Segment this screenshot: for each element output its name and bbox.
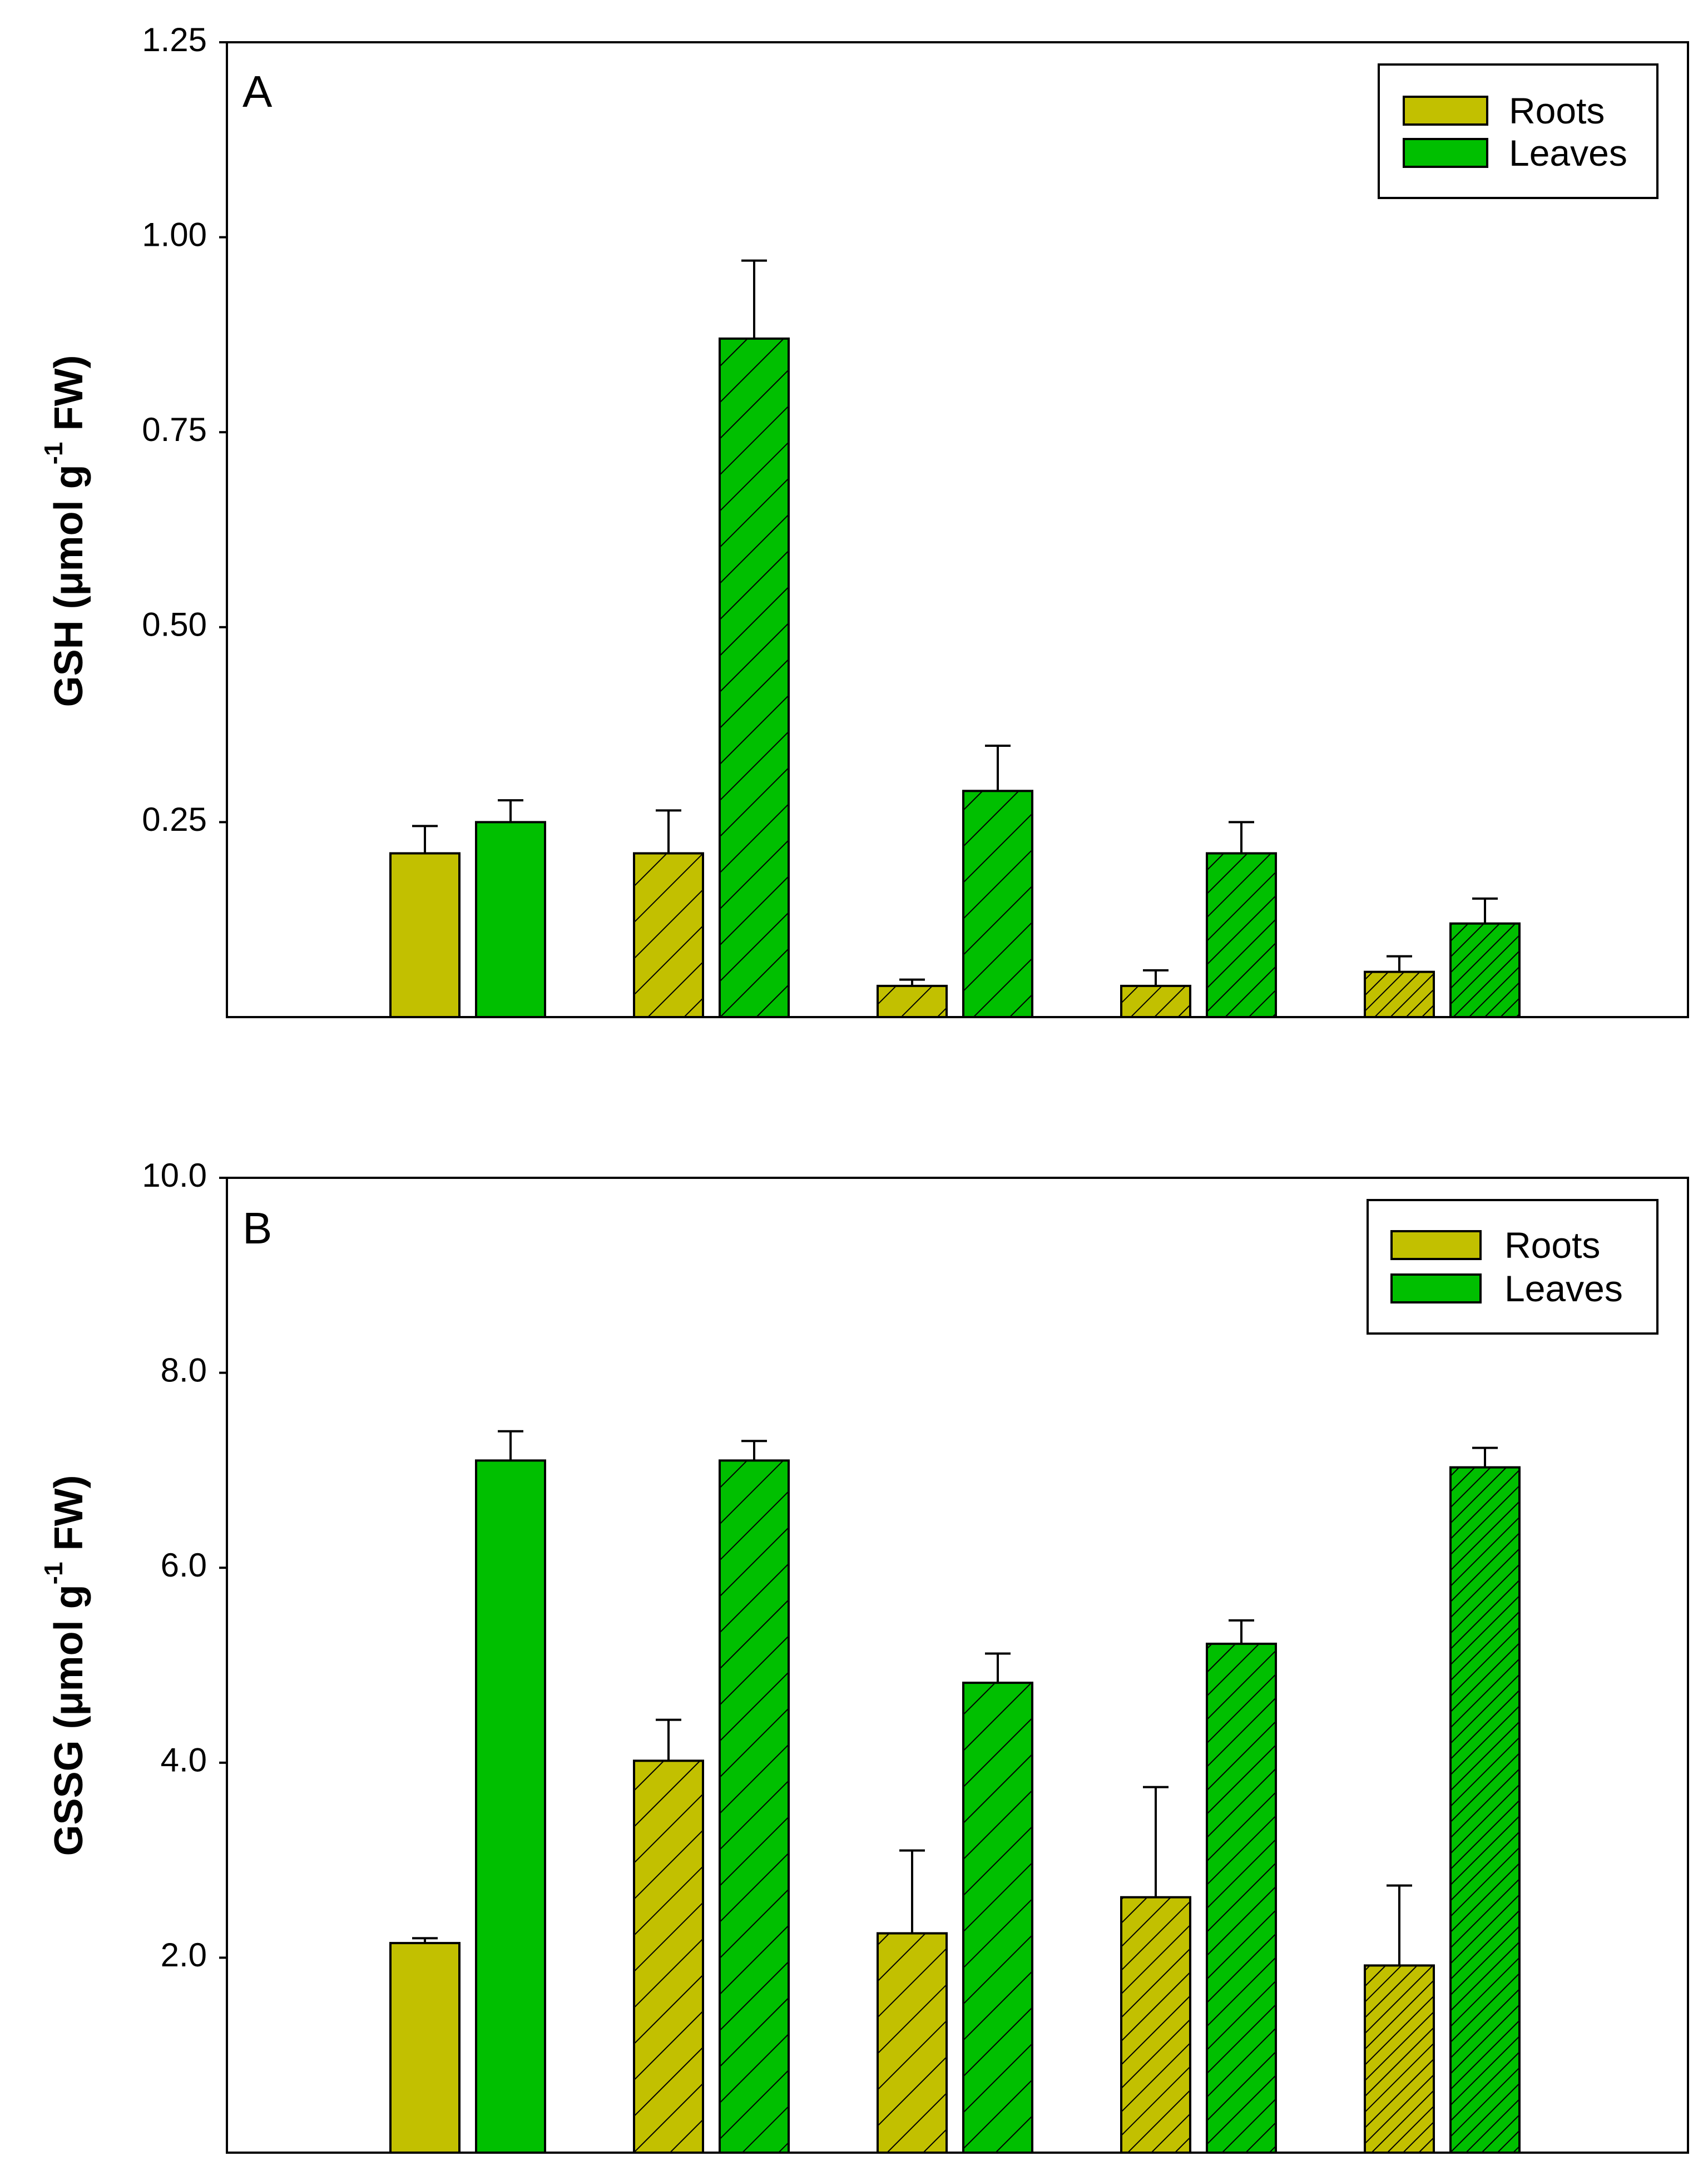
- y-axis-ticks: 2.0 4.0 6.0 8.0 10.0: [142, 1157, 227, 1974]
- y-axis-title-unit: FW): [47, 355, 91, 442]
- y-tick-label: 0.50: [142, 606, 207, 643]
- panel-letter: B: [242, 1203, 272, 1253]
- bar-hatch-leaves-4: [1207, 1643, 1276, 2153]
- y-tick-label: 10.0: [142, 1157, 207, 1194]
- bar-hatch-leaves-4: [1207, 853, 1276, 1017]
- legend-label-roots: Roots: [1509, 90, 1605, 131]
- legend-swatch-roots: [1390, 1230, 1482, 1260]
- y-tick-label: 2.0: [161, 1936, 207, 1974]
- legend-swatch-roots: [1403, 96, 1488, 126]
- bar-hatch-roots-4: [1121, 1897, 1190, 2153]
- bar-group: [389, 259, 1521, 1019]
- bar-hatch-roots-3: [878, 985, 947, 1017]
- y-tick-label: 0.75: [142, 411, 207, 448]
- y-axis-title: GSH (μmol g-1 FW): [39, 355, 91, 707]
- bar-hatch-roots-5: [1365, 972, 1434, 1017]
- bar-group: [389, 1430, 1521, 2154]
- y-tick-label: 4.0: [161, 1742, 207, 1779]
- panel-letter: A: [242, 67, 273, 116]
- plot-frame: [226, 1177, 1689, 2154]
- y-axis-title: GSSG (μmol g-1 FW): [39, 1475, 91, 1856]
- bar-hatch-leaves-3: [963, 1683, 1032, 2153]
- y-axis-title-superscript: -1: [39, 442, 68, 464]
- y-axis-title-unit: FW): [47, 1475, 91, 1562]
- chart-panel-b: B 2.0 4.0 6.0 8.0 10.0 GSSG (μmol g-1 FW…: [39, 1157, 1689, 2154]
- legend-box: [1367, 1199, 1659, 1335]
- legend-label-leaves: Leaves: [1509, 132, 1627, 174]
- y-axis-title-superscript: -1: [39, 1562, 68, 1584]
- y-tick-label: 1.00: [142, 216, 207, 253]
- legend-label-leaves: Leaves: [1504, 1268, 1623, 1309]
- legend-box: [1378, 63, 1659, 199]
- y-axis-title-main: GSH (μmol g: [47, 464, 91, 707]
- legend: Roots Leaves: [1378, 63, 1659, 199]
- legend: Roots Leaves: [1367, 1199, 1659, 1335]
- y-tick-label: 6.0: [161, 1547, 207, 1584]
- bar-hatch-leaves-5: [1450, 923, 1519, 1017]
- chart-panel-a: A 0.25 0.50 0.75 1.00 1.25 GSH (μmol g-1…: [39, 21, 1689, 1019]
- bar-hatch-roots-3: [878, 1933, 947, 2153]
- bar-roots-1: [390, 853, 459, 1017]
- bar-hatch-leaves-5: [1450, 1467, 1519, 2153]
- y-axis-ticks: 0.25 0.50 0.75 1.00 1.25: [142, 21, 227, 838]
- bar-hatch-roots-2: [634, 853, 703, 1017]
- y-tick-label: 0.25: [142, 801, 207, 838]
- bar-leaves-1: [476, 822, 545, 1017]
- bar-hatch-roots-5: [1365, 1965, 1434, 2153]
- bar-leaves-1: [476, 1460, 545, 2153]
- y-tick-label: 1.25: [142, 21, 207, 58]
- y-axis-title-main: GSSG (μmol g: [47, 1584, 91, 1856]
- bar-roots-1: [390, 1943, 459, 2153]
- bar-hatch-roots-4: [1121, 985, 1190, 1017]
- y-tick-label: 8.0: [161, 1351, 207, 1389]
- bar-hatch-leaves-2: [720, 1460, 789, 2153]
- legend-label-roots: Roots: [1504, 1225, 1600, 1266]
- bar-hatch-leaves-2: [720, 338, 789, 1017]
- legend-swatch-leaves: [1390, 1273, 1482, 1303]
- legend-swatch-leaves: [1403, 138, 1488, 168]
- plot-frame: [226, 41, 1689, 1018]
- bar-hatch-leaves-3: [963, 791, 1032, 1017]
- bar-hatch-roots-2: [634, 1761, 703, 2153]
